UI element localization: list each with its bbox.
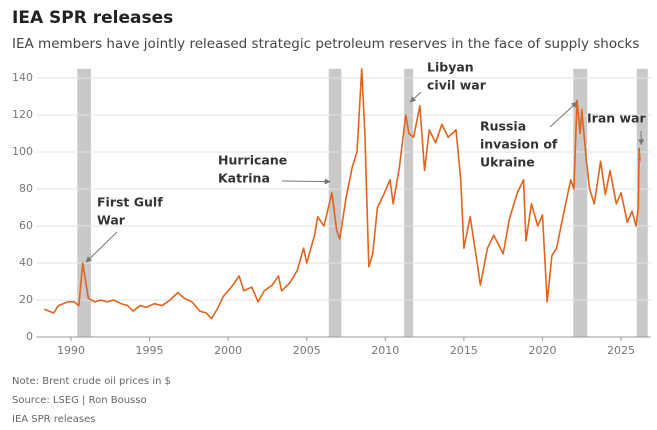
y-tick-label: 120 (12, 108, 33, 121)
x-tick-label: 2015 (450, 344, 478, 357)
annotation-label: War (97, 213, 126, 228)
plot-area: 0 20 40 60 80 100 120 140 1990 1995 2000 2005 2010 20… (12, 60, 651, 357)
y-tick-label: 40 (19, 256, 33, 269)
annotation-arrow (85, 231, 118, 263)
credit: IEA SPR releases (12, 414, 95, 425)
annotation-label: Katrina (218, 171, 270, 186)
x-tick-label: 2010 (371, 344, 399, 357)
release-band (77, 68, 91, 338)
release-band (404, 68, 414, 338)
release-band (328, 68, 342, 338)
annotation-label: Libyan (427, 60, 474, 75)
annotation-label: Russia (480, 119, 526, 134)
y-tick-label: 0 (26, 330, 33, 343)
annotation-label: First Gulf (97, 195, 163, 210)
annotation-label: Hurricane (218, 153, 287, 168)
annotation-arrow (281, 178, 331, 185)
annotation-arrow (549, 101, 578, 128)
x-tick-label: 2025 (607, 344, 635, 357)
release-band (573, 68, 588, 338)
annotation-arrow (409, 91, 422, 103)
chart-title: IEA SPR releases (12, 8, 173, 28)
y-tick-label: 100 (12, 145, 33, 158)
source: Source: LSEG | Ron Bousso (12, 395, 147, 406)
release-band (636, 68, 648, 338)
price-line (43, 68, 641, 320)
y-tick-label: 80 (19, 182, 33, 195)
annotation-label: Iran war (587, 111, 646, 126)
annotation-label: Ukraine (480, 155, 535, 170)
x-tick-label: 2020 (528, 344, 556, 357)
annotation-label: civil war (427, 78, 487, 93)
x-tick-label: 2000 (214, 344, 242, 357)
x-tick-label: 1990 (57, 344, 85, 357)
subtitle: IEA members have jointly released strate… (12, 36, 639, 52)
x-tick-label: 2005 (293, 344, 321, 357)
y-tick-label: 20 (19, 293, 33, 306)
x-tick-label: 1995 (136, 344, 164, 357)
y-tick-label: 140 (12, 71, 33, 84)
annotation-label: invasion of (480, 137, 558, 152)
note: Note: Brent crude oil prices in $ (12, 376, 171, 387)
y-tick-label: 60 (19, 219, 33, 232)
